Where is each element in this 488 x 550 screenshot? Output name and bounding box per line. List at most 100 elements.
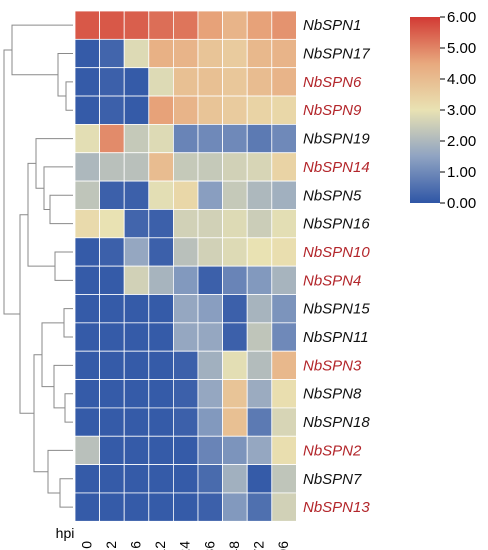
heatmap-cell: [271, 407, 297, 437]
heatmap-cell: [197, 294, 224, 324]
x-tick-label: 24: [177, 541, 193, 550]
gene-label: NbSPN5: [303, 187, 362, 204]
heatmap-cell: [246, 67, 273, 97]
heatmap-cell: [222, 492, 248, 522]
heatmap-cell: [271, 237, 297, 267]
gene-label: NbSPN11: [303, 329, 369, 346]
heatmap-cell: [197, 407, 224, 437]
heatmap-cell: [148, 124, 174, 154]
heatmap-cell: [246, 407, 273, 437]
colorbar-tick-label: 3.00: [447, 102, 476, 119]
heatmap-cell: [197, 492, 224, 522]
heatmap-cell: [148, 265, 174, 295]
colorbar-tick-label: 1.00: [447, 164, 476, 181]
heatmap-cell: [172, 180, 199, 210]
heatmap-cell: [197, 124, 224, 154]
heatmap-cell: [197, 152, 224, 182]
heatmap-cell: [271, 492, 297, 522]
heatmap-cell: [148, 10, 174, 40]
heatmap-cell: [222, 10, 248, 40]
heatmap-cell: [271, 67, 297, 97]
heatmap-cell: [74, 265, 101, 295]
dendrogram-branch: [33, 354, 48, 473]
heatmap-cell: [123, 464, 150, 494]
heatmap-cell: [74, 95, 101, 125]
heatmap-cell: [99, 379, 125, 409]
heatmap-cell: [271, 180, 297, 210]
heatmap-cell: [246, 464, 273, 494]
heatmap-cell: [197, 265, 224, 295]
heatmap-cell: [172, 492, 199, 522]
heatmap-cell: [99, 95, 125, 125]
gene-labels: NbSPN1 NbSPN17 NbSPN6 NbSPN9 NbSPN19 NbSPN14 N…: [303, 17, 370, 516]
heatmap-cell: [148, 350, 174, 380]
heatmap-cell: [197, 237, 224, 267]
heatmap-cell: [222, 350, 248, 380]
heatmap-cell: [222, 237, 248, 267]
dendrogram-branch: [59, 478, 73, 508]
heatmap-cell: [123, 294, 150, 324]
heatmap-cell: [271, 379, 297, 409]
heatmap-cell: [271, 10, 297, 40]
gene-label: NbSPN7: [303, 471, 362, 488]
heatmap-cell: [172, 67, 199, 97]
gene-label: NbSPN14: [303, 159, 370, 176]
heatmap-cell: [246, 492, 273, 522]
heatmap-cell: [99, 322, 125, 352]
heatmap-cell: [197, 38, 224, 69]
dendrogram-branch: [54, 251, 73, 281]
heatmap-cell: [222, 322, 248, 352]
heatmap-cell: [148, 237, 174, 267]
heatmap-cell: [148, 407, 174, 437]
heatmap-cell: [74, 492, 101, 522]
colorbar: [410, 17, 440, 203]
heatmap-cell: [74, 407, 101, 437]
heatmap-cell: [99, 294, 125, 324]
heatmap-cell: [99, 180, 125, 210]
heatmap-cell: [148, 379, 174, 409]
heatmap-cell: [74, 152, 101, 182]
heatmap-cell: [148, 435, 174, 466]
heatmap-cell: [197, 180, 224, 210]
x-tick-label: 12: [152, 541, 168, 550]
heatmap-cell: [123, 180, 150, 210]
heatmap-cell: [246, 38, 273, 69]
color-scale-legend: 6.00 5.00 4.00 3.00 2.00 1.00 0.00: [410, 9, 476, 212]
gene-label: NbSPN13: [303, 499, 370, 516]
dendrogram-branch: [53, 364, 73, 409]
x-tick-label: 6: [128, 541, 144, 549]
heatmap-cell: [99, 152, 125, 182]
gene-label: NbSPN10: [303, 244, 370, 261]
heatmap-cell: [123, 10, 150, 40]
heatmap-cell: [197, 67, 224, 97]
heatmap-cell: [197, 95, 224, 125]
heatmap-cell: [123, 237, 150, 267]
heatmap-cell: [197, 209, 224, 239]
heatmap-cell: [246, 95, 273, 125]
heatmap-cell: [99, 209, 125, 239]
heatmap-cell: [172, 38, 199, 69]
dendrogram-branch: [3, 49, 20, 315]
heatmap-cell: [222, 294, 248, 324]
heatmap-cell: [172, 407, 199, 437]
heatmap-cell: [123, 265, 150, 295]
gene-label: NbSPN17: [303, 46, 370, 63]
heatmap-cell: [123, 379, 150, 409]
gene-label: NbSPN16: [303, 216, 370, 233]
heatmap-cell: [123, 95, 150, 125]
heatmap-cells: [74, 10, 297, 522]
heatmap-cell: [99, 492, 125, 522]
dendrogram-branch: [35, 138, 73, 189]
heatmap-cell: [99, 237, 125, 267]
heatmap-cell: [123, 350, 150, 380]
heatmap-cell: [197, 464, 224, 494]
heatmap-cell: [172, 464, 199, 494]
heatmap-cell: [74, 350, 101, 380]
heatmap-cell: [271, 95, 297, 125]
heatmap-cell: [246, 435, 273, 466]
heatmap-cell: [222, 379, 248, 409]
gene-label: NbSPN1: [303, 17, 361, 34]
heatmap-cell: [148, 294, 174, 324]
heatmap-cell: [148, 492, 174, 522]
